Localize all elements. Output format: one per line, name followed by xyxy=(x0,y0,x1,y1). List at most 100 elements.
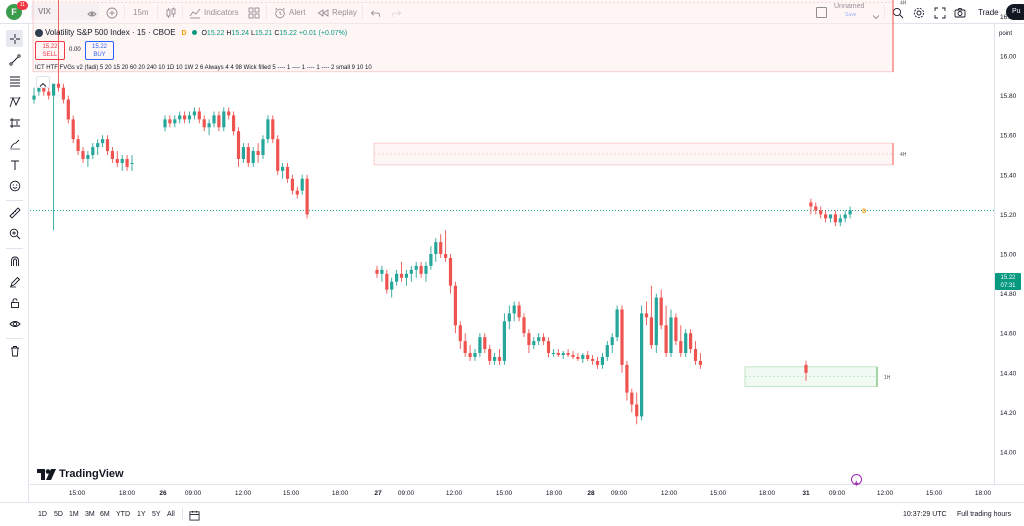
indicators-icon[interactable] xyxy=(189,6,201,24)
alert-clock-icon[interactable] xyxy=(274,6,286,24)
buy-button[interactable]: 15.22 BUY xyxy=(85,41,114,60)
close-label: C xyxy=(274,30,280,37)
indicator-legend[interactable]: ICT HTF FVGs v2 (fadi) 5 20 15 20 60 20 … xyxy=(35,65,372,71)
candle-body xyxy=(843,214,847,219)
sell-label: SELL xyxy=(42,52,58,58)
replay-rewind-icon[interactable] xyxy=(317,6,329,24)
fullscreen-icon[interactable] xyxy=(934,6,946,24)
candle-body xyxy=(600,356,604,365)
candle-body xyxy=(679,341,683,353)
undo-icon[interactable] xyxy=(370,6,381,24)
candle-body xyxy=(804,364,808,373)
candle-body xyxy=(375,269,379,274)
interval-button[interactable]: 15m xyxy=(133,7,149,17)
emoji-icon[interactable] xyxy=(6,177,23,194)
publish-button[interactable]: Pu xyxy=(1006,4,1024,20)
candle-body xyxy=(615,309,619,338)
lock-drawings-icon[interactable] xyxy=(6,294,23,311)
candle-body xyxy=(833,214,837,223)
templates-grid-icon[interactable] xyxy=(248,6,260,24)
symbol-search[interactable]: VIX xyxy=(31,4,99,20)
range-5d[interactable]: 5D xyxy=(54,510,63,518)
candle-body xyxy=(187,115,192,120)
pattern-tool-icon[interactable] xyxy=(6,93,23,110)
range-6m[interactable]: 6M xyxy=(100,510,110,518)
time-tick-label: 12:00 xyxy=(235,490,252,497)
fib-retracement-icon[interactable] xyxy=(6,72,23,89)
stay-drawing-pencil-icon[interactable] xyxy=(6,273,23,290)
candles-chart-type-icon[interactable] xyxy=(165,6,177,24)
layout-name[interactable]: Unnamed xyxy=(834,3,865,10)
watermark-text: TradingView xyxy=(59,468,124,480)
economic-event-lightning-icon[interactable] xyxy=(851,474,862,487)
candle-body xyxy=(517,305,521,318)
range-all[interactable]: All xyxy=(167,510,175,518)
fvg-zone-4h xyxy=(373,142,894,166)
range-1m[interactable]: 1M xyxy=(69,510,79,518)
bar-countdown: 07:31 xyxy=(1000,283,1016,289)
time-tick-label: 27 xyxy=(374,490,382,497)
settings-gear-icon[interactable] xyxy=(913,6,925,24)
redo-icon[interactable] xyxy=(391,6,402,24)
range-1d[interactable]: 1D xyxy=(38,510,47,518)
range-5y[interactable]: 5Y xyxy=(152,510,161,518)
candle-body xyxy=(295,190,299,195)
brush-icon[interactable] xyxy=(6,135,23,152)
sell-button[interactable]: 15.22 SELL xyxy=(35,41,65,60)
candle-body xyxy=(385,273,389,290)
indicator-text: ICT HTF FVGs v2 (fadi) 5 20 15 20 60 20 … xyxy=(35,65,372,71)
price-tick-label: 15.60 xyxy=(1000,133,1017,140)
hide-drawings-eye-icon[interactable] xyxy=(6,315,23,332)
range-1y[interactable]: 1Y xyxy=(137,510,146,518)
forecasting-tool-icon[interactable] xyxy=(6,114,23,131)
candle-body xyxy=(625,364,629,393)
time-tick-label: 09:00 xyxy=(829,490,846,497)
candle-body xyxy=(217,115,221,128)
range-3m[interactable]: 3M xyxy=(85,510,95,518)
zoom-in-icon[interactable] xyxy=(6,225,23,242)
layout-checkbox-icon[interactable] xyxy=(816,7,827,18)
text-tool-icon[interactable] xyxy=(6,156,23,173)
candle-body xyxy=(261,139,265,155)
indicators-button[interactable]: Indicators xyxy=(204,7,239,17)
price-tick-label: 16.00 xyxy=(1000,54,1017,61)
compare-plus-icon[interactable] xyxy=(106,6,118,24)
candle-body xyxy=(620,309,624,365)
sell-price: 15.22 xyxy=(42,44,58,50)
time-tick-label: 15:00 xyxy=(710,490,727,497)
magnet-icon[interactable] xyxy=(6,252,23,269)
candle-body xyxy=(61,87,65,100)
layout-save-status: Save xyxy=(845,12,857,18)
utc-clock[interactable]: 10:37:29 UTC xyxy=(903,510,947,518)
collapse-legend-chevron-icon[interactable] xyxy=(36,76,50,88)
candle-body xyxy=(232,115,236,132)
trend-line-icon[interactable] xyxy=(6,51,23,68)
session-selector[interactable]: Full trading hours xyxy=(957,510,1012,518)
candle-body xyxy=(649,317,653,346)
alert-button[interactable]: Alert xyxy=(289,7,306,17)
go-to-date-calendar-icon[interactable] xyxy=(189,508,200,526)
replay-button[interactable]: Replay xyxy=(332,7,357,17)
ruler-icon[interactable] xyxy=(6,204,23,221)
time-tick-label: 12:00 xyxy=(877,490,894,497)
price-tick-label: 14.60 xyxy=(1000,331,1017,338)
candle-body xyxy=(251,151,255,163)
candle-body xyxy=(814,206,818,211)
close-value: 15.22 xyxy=(279,30,297,37)
candle-body xyxy=(698,360,702,365)
trash-icon[interactable] xyxy=(6,342,23,359)
candle-body xyxy=(809,202,813,207)
crosshair-icon[interactable] xyxy=(6,30,23,47)
candle-body xyxy=(693,349,698,361)
watchlist-eye-icon[interactable] xyxy=(87,6,97,24)
trade-button[interactable]: Trade xyxy=(978,7,999,17)
quick-search-icon[interactable] xyxy=(892,6,904,24)
layout-chevron-down-icon[interactable] xyxy=(872,8,880,26)
range-ytd[interactable]: YTD xyxy=(116,510,130,518)
candle-body xyxy=(561,353,565,355)
legend-title[interactable]: Volatility S&P 500 Index · 15 · CBOE xyxy=(44,28,176,37)
low-value: 15.21 xyxy=(254,30,273,37)
snapshot-camera-icon[interactable] xyxy=(954,6,966,24)
candle-body xyxy=(473,353,477,357)
